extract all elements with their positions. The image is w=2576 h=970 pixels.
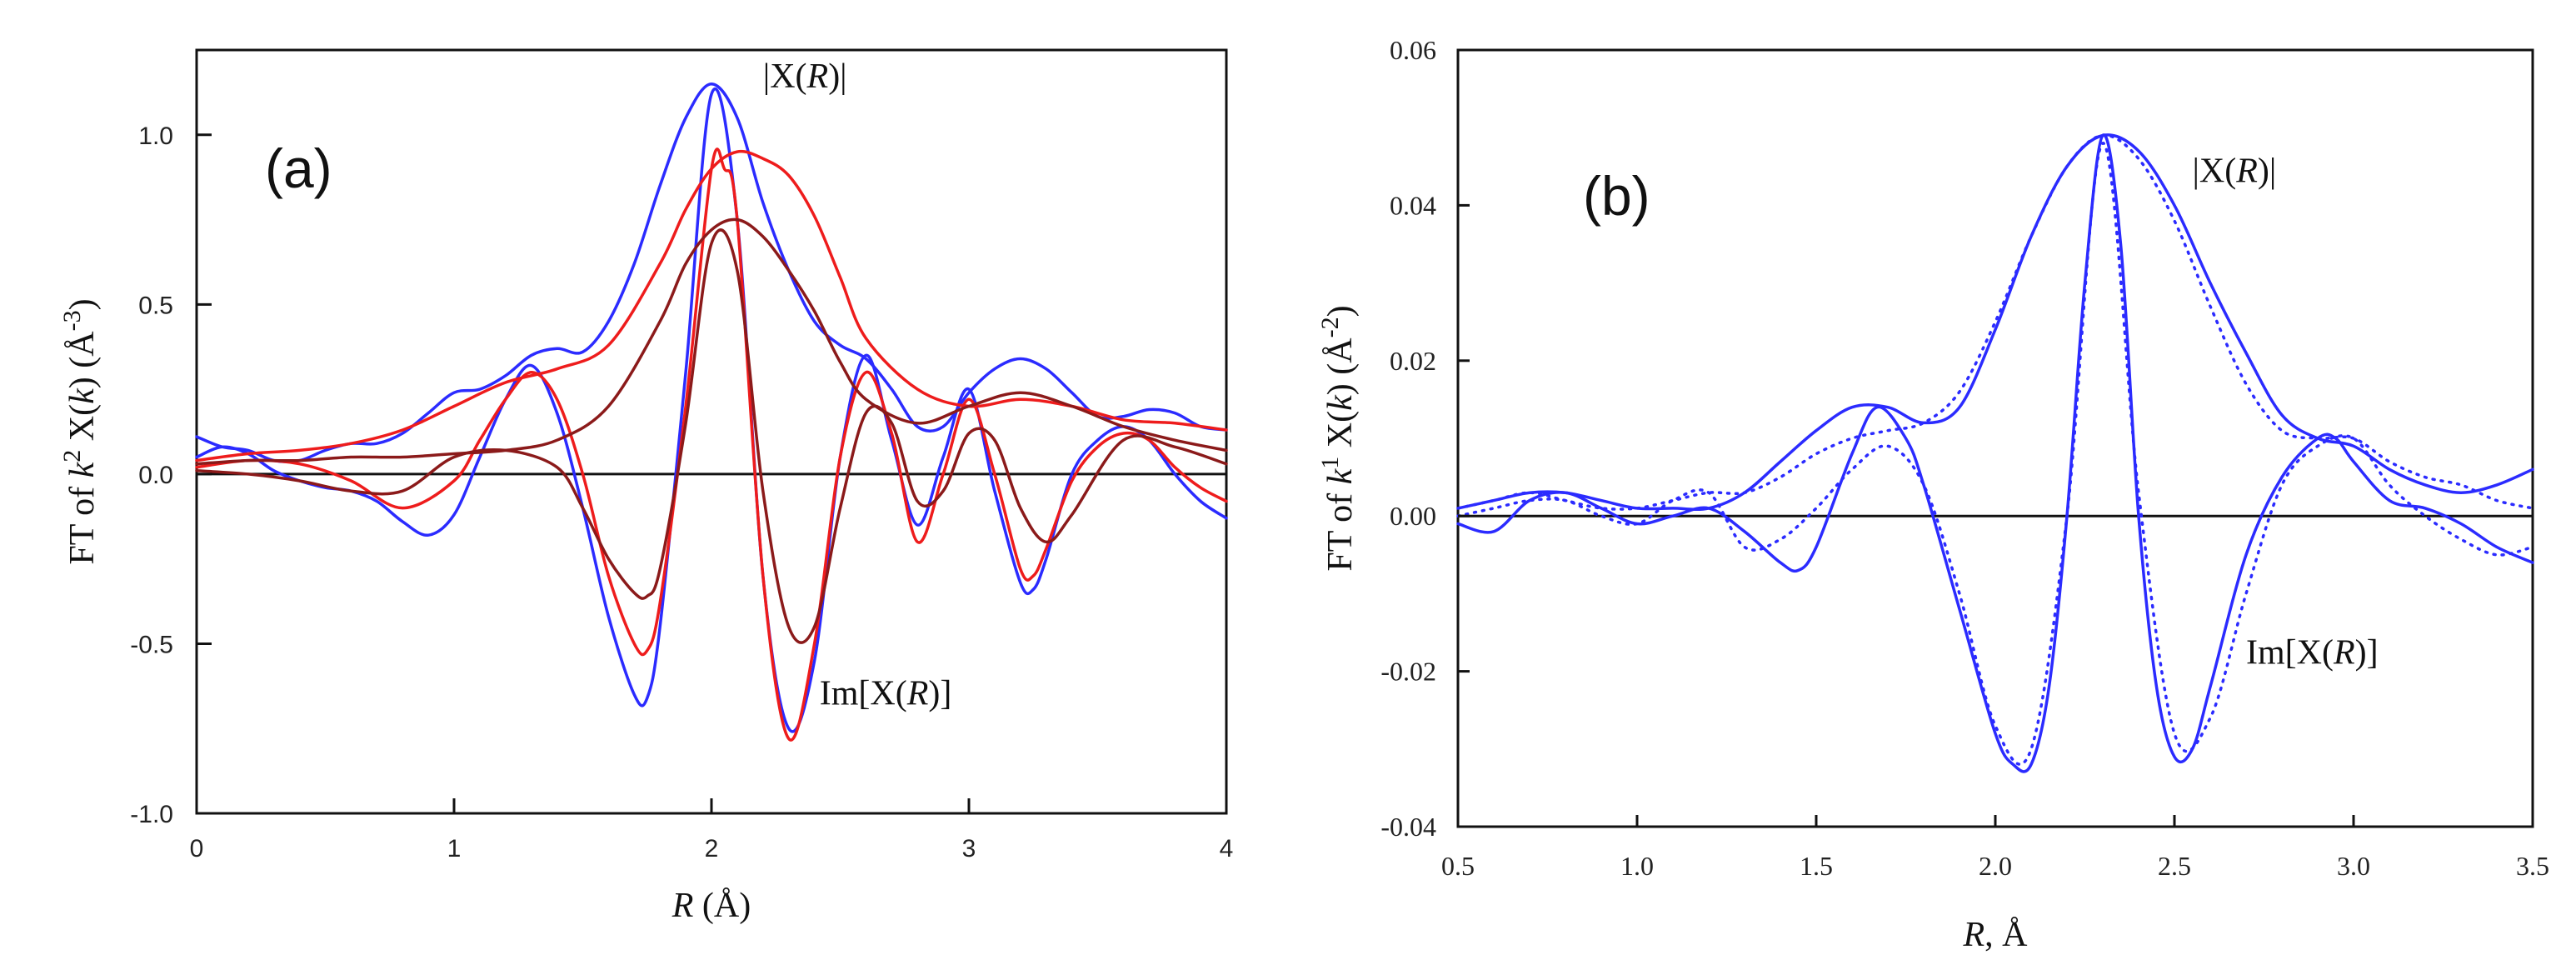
y-tick-label-a: 0.5 [138, 292, 173, 319]
x-axis-title-a: R (Å) [671, 887, 751, 925]
series-line-b-3 [1456, 142, 2534, 766]
panel-label-b: (b) [1583, 165, 1650, 227]
y-tick-label-a: 0.0 [138, 462, 173, 489]
panel-a: 0 1 2 3 4 -1.0 -0.5 0.0 0.5 1.0 (a) |X(R)| Im[X(R)… [58, 48, 1234, 925]
x-axis-title-b: R, Å [1963, 916, 2029, 954]
x-tick-label-a: 2 [705, 835, 719, 862]
y-tick-label-b: -0.02 [1380, 657, 1436, 687]
y-tick-label-b: 0.00 [1390, 501, 1436, 531]
x-tick-label-b: 1.5 [1800, 851, 1833, 881]
x-tick-label-b: 3.0 [2337, 851, 2370, 881]
y-tick-label-a: -0.5 [130, 631, 173, 658]
annotation-a-0: |X(R)| [763, 58, 847, 96]
panel-label-a: (a) [265, 138, 332, 199]
annotation-b-0: |X(R)| [2193, 152, 2277, 190]
series-line-a-3 [195, 148, 1228, 742]
y-axis-title-a: FT of k2 X(k) (Å-3) [58, 298, 102, 564]
x-tick-label-b: 2.0 [1979, 851, 2012, 881]
series-line-b-1 [1456, 133, 2534, 773]
x-tick-label-b: 0.5 [1441, 851, 1475, 881]
y-tick-label-b: -0.04 [1380, 812, 1436, 842]
panel-b: 0.5 1.0 1.5 2.0 2.5 3.0 3.5 -0.04 -0.02 0.00 0.02 0… [1316, 35, 2550, 954]
series-line-a-1 [195, 87, 1228, 733]
y-tick-label-b: 0.02 [1390, 346, 1436, 376]
series-line-b-0 [1456, 133, 2534, 512]
series-line-b-2 [1456, 133, 2534, 511]
x-tick-label-a: 4 [1220, 835, 1234, 862]
series-line-a-5 [195, 228, 1228, 644]
x-tick-label-a: 1 [447, 835, 462, 862]
y-tick-label-a: -1.0 [130, 801, 173, 828]
x-tick-label-b: 3.5 [2516, 851, 2549, 881]
x-tick-label-b: 1.0 [1620, 851, 1654, 881]
x-tick-label-a: 3 [962, 835, 976, 862]
series-line-a-2 [195, 149, 1228, 462]
y-axis-title-b: FT of k1 X(k) (Å-2) [1316, 305, 1360, 571]
x-tick-label-b: 2.5 [2158, 851, 2191, 881]
annotation-a-1: Im[X(R)] [820, 675, 952, 713]
y-tick-label-a: 1.0 [138, 122, 173, 150]
y-tick-label-b: 0.04 [1390, 190, 1436, 220]
x-tick-label-a: 0 [190, 835, 204, 862]
series-line-a-0 [195, 82, 1228, 463]
y-tick-label-b: 0.06 [1390, 35, 1436, 65]
annotation-b-1: Im[X(R)] [2246, 633, 2379, 672]
series-line-a-4 [195, 218, 1228, 466]
